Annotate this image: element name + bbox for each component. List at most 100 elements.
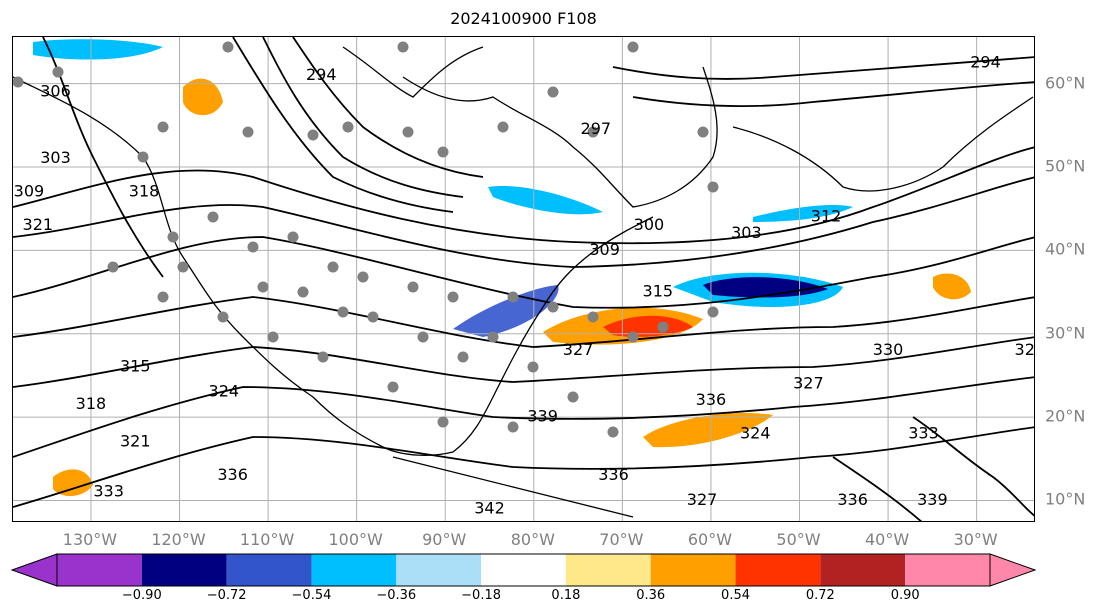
map-title: 2024100900 F108	[450, 9, 597, 28]
station-dot	[407, 281, 419, 293]
colorbar-tick-label: 0.72	[805, 588, 835, 603]
contour-label: 324	[209, 382, 240, 401]
map-canvas: 294 294 297 300 303 303 306 309 309 312 315 315 318 3…	[13, 37, 1035, 521]
station-dot	[607, 426, 619, 438]
contour-label: 318	[129, 182, 160, 201]
longitude-label: 50°W	[776, 530, 821, 549]
station-dot	[587, 126, 599, 138]
colorbar-tick-label: −0.18	[461, 588, 501, 603]
latitude-label: 30°N	[1045, 323, 1086, 343]
colorbar-extend-high	[989, 553, 1037, 587]
station-dot	[697, 126, 709, 138]
graticule-lines	[13, 37, 1034, 521]
contour-label: 336	[598, 465, 629, 484]
negative-anomaly-area	[703, 277, 828, 298]
map-panel: 294 294 297 300 303 303 306 309 309 312 315 315 318 3…	[12, 36, 1035, 522]
contour-label: 321	[23, 215, 54, 234]
station-dot	[627, 41, 639, 53]
station-dot	[177, 261, 189, 273]
colorbar-tick-label: 0.54	[721, 588, 751, 603]
latitude-label: 60°N	[1045, 73, 1086, 93]
station-dot	[267, 331, 279, 343]
latitude-label: 40°N	[1045, 239, 1086, 259]
colorbar-segment	[226, 554, 312, 586]
contour-label: 342	[474, 498, 505, 517]
contour-label: 339	[917, 490, 948, 509]
station-dot	[457, 351, 469, 363]
contour-label: 300	[634, 215, 665, 234]
contour-label: 324	[740, 423, 771, 442]
station-dot	[437, 416, 449, 428]
contour-label: 336	[217, 465, 248, 484]
colorbar-segment	[565, 554, 651, 586]
longitude-label: 120°W	[151, 530, 206, 549]
contour-label: 315	[643, 282, 674, 301]
station-dot	[297, 286, 309, 298]
shaded-anomaly-layer	[33, 39, 971, 497]
contour-label: 333	[93, 482, 124, 501]
colorbar-segment	[141, 554, 227, 586]
contour-label: 327	[687, 490, 718, 509]
longitude-label: 100°W	[328, 530, 383, 549]
station-dot	[107, 261, 119, 273]
contour-lines	[13, 37, 1034, 521]
contour-label: 333	[908, 423, 939, 442]
station-dot	[627, 331, 639, 343]
contour-label: 294	[306, 65, 337, 84]
longitude-label: 130°W	[62, 530, 118, 549]
latitude-label: 50°N	[1045, 156, 1086, 176]
station-dot	[337, 306, 349, 318]
colorbar-segment	[650, 554, 736, 586]
colorbar-tick-label: 0.36	[636, 588, 666, 603]
contour-label: 336	[696, 390, 727, 409]
contour-label: 312	[811, 207, 842, 226]
station-dot	[527, 361, 539, 373]
station-dot	[317, 351, 329, 363]
colorbar-tick-label: −0.90	[121, 588, 162, 603]
contour-label: 339	[527, 407, 558, 426]
station-dot	[217, 311, 229, 323]
station-dot	[387, 381, 399, 393]
positive-anomaly-area	[53, 469, 93, 497]
station-dot	[497, 121, 509, 133]
contour-label: 318	[76, 394, 107, 413]
station-dot	[327, 261, 339, 273]
station-dot	[487, 331, 499, 343]
colorbar-tick-label: 0.90	[890, 588, 920, 603]
station-dot	[547, 86, 559, 98]
colorbar-extend-low	[10, 553, 58, 587]
contour-label: 297	[581, 119, 612, 138]
station-dot	[657, 321, 669, 333]
station-dot	[547, 301, 559, 313]
positive-anomaly-area	[933, 273, 971, 300]
contour-label: 321	[1015, 340, 1035, 359]
colorbar-tick-label: −0.36	[376, 588, 417, 603]
colorbar-segment	[311, 554, 397, 586]
station-dot	[397, 41, 409, 53]
longitude-label: 90°W	[422, 530, 467, 549]
contour-label: 327	[563, 340, 594, 359]
colorbar-segment	[396, 554, 482, 586]
contour-label: 309	[14, 182, 45, 201]
colorbar-segment	[735, 554, 821, 586]
station-dot	[567, 391, 579, 403]
station-dot	[257, 281, 269, 293]
contour-label: 306	[40, 82, 71, 101]
contour-label: 321	[120, 432, 151, 451]
longitude-label: 80°W	[510, 530, 555, 549]
station-dot	[167, 231, 179, 243]
station-dot	[247, 241, 259, 253]
station-dot	[447, 291, 459, 303]
colorbar-tick-label: −0.72	[206, 588, 247, 603]
station-markers	[13, 41, 719, 438]
negative-anomaly-area	[33, 39, 163, 60]
longitude-label: 40°W	[864, 530, 910, 549]
station-dot	[402, 126, 414, 138]
contour-label: 336	[837, 490, 868, 509]
contour-label: 303	[731, 223, 762, 242]
station-dot	[437, 146, 449, 158]
station-dot	[707, 306, 719, 318]
station-dot	[157, 121, 169, 133]
negative-anomaly-area	[753, 205, 853, 222]
colorbar-tick-label: −0.54	[291, 588, 332, 603]
